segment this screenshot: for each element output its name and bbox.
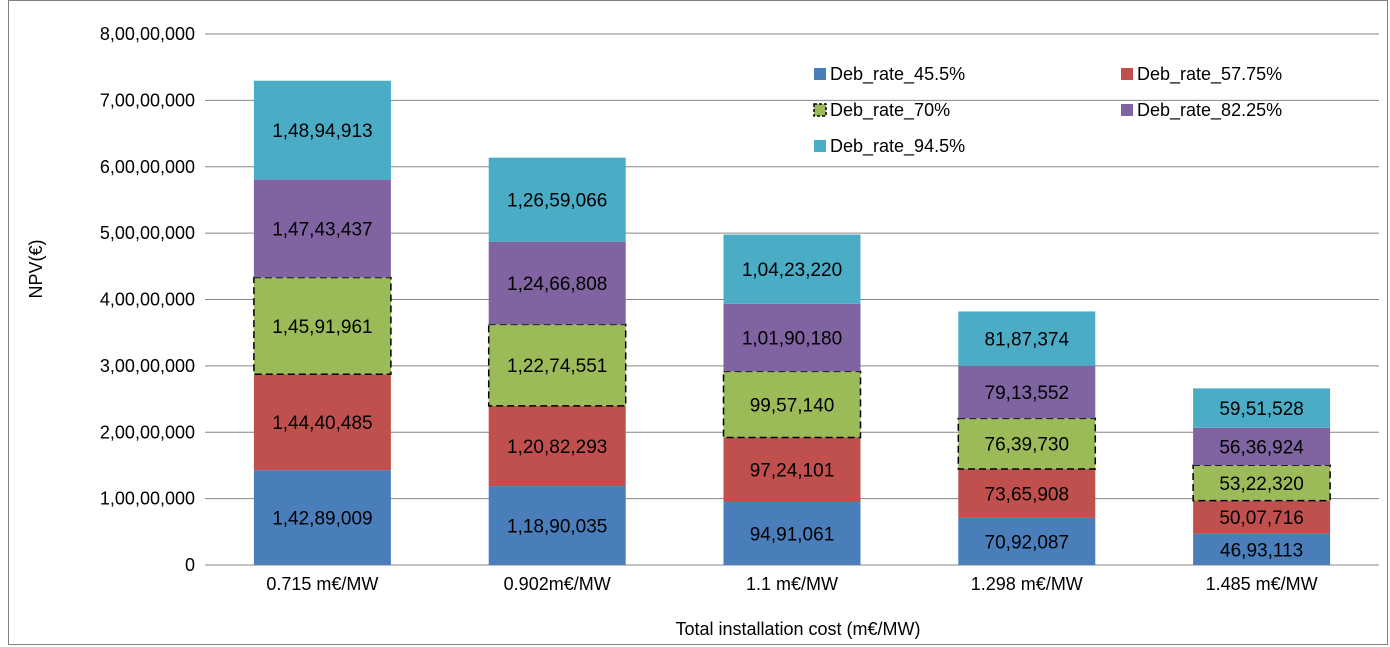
x-tick-label-1: 0.902m€/MW <box>504 574 611 594</box>
data-label-3-3: 79,13,552 <box>985 383 1070 404</box>
x-axis-ticks: 0.715 m€/MW 0.902m€/MW 1.1 m€/MW 1.298 m€/M… <box>266 574 1317 594</box>
data-label-1-2: 1,22,74,551 <box>507 356 607 377</box>
bar-segment-2-1 <box>723 437 861 503</box>
bar-segment-1-2 <box>487 323 627 407</box>
bar-segment-3-2 <box>957 417 1097 470</box>
bar-segment-0-3 <box>253 179 391 278</box>
data-label-2-4: 1,04,23,220 <box>742 260 842 281</box>
data-label-2-2: 99,57,140 <box>750 395 835 416</box>
legend-swatch-1 <box>1121 68 1133 80</box>
legend-swatch-0 <box>814 68 826 80</box>
y-tick-label-7: 7,00,00,000 <box>100 90 195 110</box>
y-axis-ticks: 0 1,00,00,000 2,00,00,000 3,00,00,000 4,00,0… <box>100 24 195 575</box>
stacked-bar-chart: 0 1,00,00,000 2,00,00,000 3,00,00,000 4,00,0… <box>26 24 1379 639</box>
legend-swatch-4 <box>814 140 826 152</box>
data-label-4-2: 53,22,320 <box>1219 474 1304 495</box>
legend: Deb_rate_45.5% Deb_rate_57.75% Deb_rate_70… <box>813 64 1282 157</box>
data-label-2-0: 94,91,061 <box>750 525 835 546</box>
data-label-3-4: 81,87,374 <box>985 330 1070 351</box>
y-tick-label-4: 4,00,00,000 <box>100 290 195 310</box>
data-label-1-3: 1,24,66,808 <box>507 274 607 295</box>
bar-segment-1-3 <box>488 241 626 325</box>
bar-segment-3-0 <box>958 517 1096 565</box>
bar-segment-2-3 <box>723 303 861 372</box>
bar-segment-1-4 <box>488 157 626 242</box>
bar-segment-2-0 <box>723 502 861 565</box>
data-label-3-2: 76,39,730 <box>985 435 1070 456</box>
bar-segment-4-4 <box>1193 388 1331 428</box>
bar-segment-4-3 <box>1193 427 1331 466</box>
bar-segment-0-2 <box>253 276 392 376</box>
bar-segment-0-1 <box>253 374 391 471</box>
data-label-1-1: 1,20,82,293 <box>507 437 607 458</box>
bar-segment-1-1 <box>488 405 626 487</box>
data-label-4-4: 59,51,528 <box>1219 399 1304 420</box>
legend-label-2: Deb_rate_70% <box>830 100 950 121</box>
data-label-1-4: 1,26,59,066 <box>507 191 607 212</box>
data-label-3-0: 70,92,087 <box>985 532 1070 553</box>
legend-label-0: Deb_rate_45.5% <box>830 64 965 85</box>
data-label-0-4: 1,48,94,913 <box>272 121 372 142</box>
bar-segment-0-4 <box>253 80 391 180</box>
y-tick-label-2: 2,00,00,000 <box>100 422 195 442</box>
data-label-0-2: 1,45,91,961 <box>272 317 372 338</box>
y-tick-label-8: 8,00,00,000 <box>100 24 195 44</box>
data-label-0-3: 1,47,43,437 <box>272 220 372 241</box>
bar-segment-3-4 <box>958 311 1096 366</box>
x-tick-label-3: 1.298 m€/MW <box>971 574 1083 594</box>
legend-swatch-3 <box>1121 104 1133 116</box>
chart-frame: 0 1,00,00,000 2,00,00,000 3,00,00,000 4,00,0… <box>8 0 1388 645</box>
data-label-4-1: 50,07,716 <box>1219 508 1304 529</box>
x-axis-title: Total installation cost (m€/MW) <box>675 619 920 639</box>
x-tick-label-4: 1.485 m€/MW <box>1206 574 1318 594</box>
x-tick-label-0: 0.715 m€/MW <box>266 574 378 594</box>
legend-label-4: Deb_rate_94.5% <box>830 136 965 157</box>
bar-segment-4-1 <box>1193 500 1331 534</box>
legend-label-3: Deb_rate_82.25% <box>1137 100 1282 121</box>
y-tick-label-0: 0 <box>185 555 195 575</box>
legend-label-1: Deb_rate_57.75% <box>1137 64 1282 85</box>
data-label-4-3: 56,36,924 <box>1219 438 1304 459</box>
y-axis-title: NPV(€) <box>26 239 46 298</box>
data-label-1-0: 1,18,90,035 <box>507 517 607 538</box>
legend-swatch-2 <box>813 103 827 117</box>
bar-segment-0-0 <box>253 470 391 565</box>
bar-segment-3-1 <box>958 469 1096 518</box>
bars: 1,42,89,009 1,44,40,485 1,45,91,961 1,47,43… <box>253 80 1331 565</box>
data-label-2-3: 1,01,90,180 <box>742 329 842 350</box>
bar-segment-2-4 <box>723 234 861 304</box>
y-tick-label-6: 6,00,00,000 <box>100 157 195 177</box>
data-label-0-1: 1,44,40,485 <box>272 413 372 434</box>
y-tick-label-5: 5,00,00,000 <box>100 223 195 243</box>
y-tick-label-3: 3,00,00,000 <box>100 356 195 376</box>
y-tick-label-1: 1,00,00,000 <box>100 489 195 509</box>
bar-segment-2-2 <box>722 370 862 439</box>
data-label-3-1: 73,65,908 <box>985 484 1070 505</box>
data-label-0-0: 1,42,89,009 <box>272 509 372 530</box>
bar-segment-3-3 <box>958 365 1096 419</box>
bar-segment-4-0 <box>1193 533 1331 565</box>
data-label-4-0: 46,93,113 <box>1220 540 1303 561</box>
data-label-2-1: 97,24,101 <box>750 461 835 482</box>
bar-segment-1-0 <box>488 486 626 565</box>
x-tick-label-2: 1.1 m€/MW <box>746 574 838 594</box>
